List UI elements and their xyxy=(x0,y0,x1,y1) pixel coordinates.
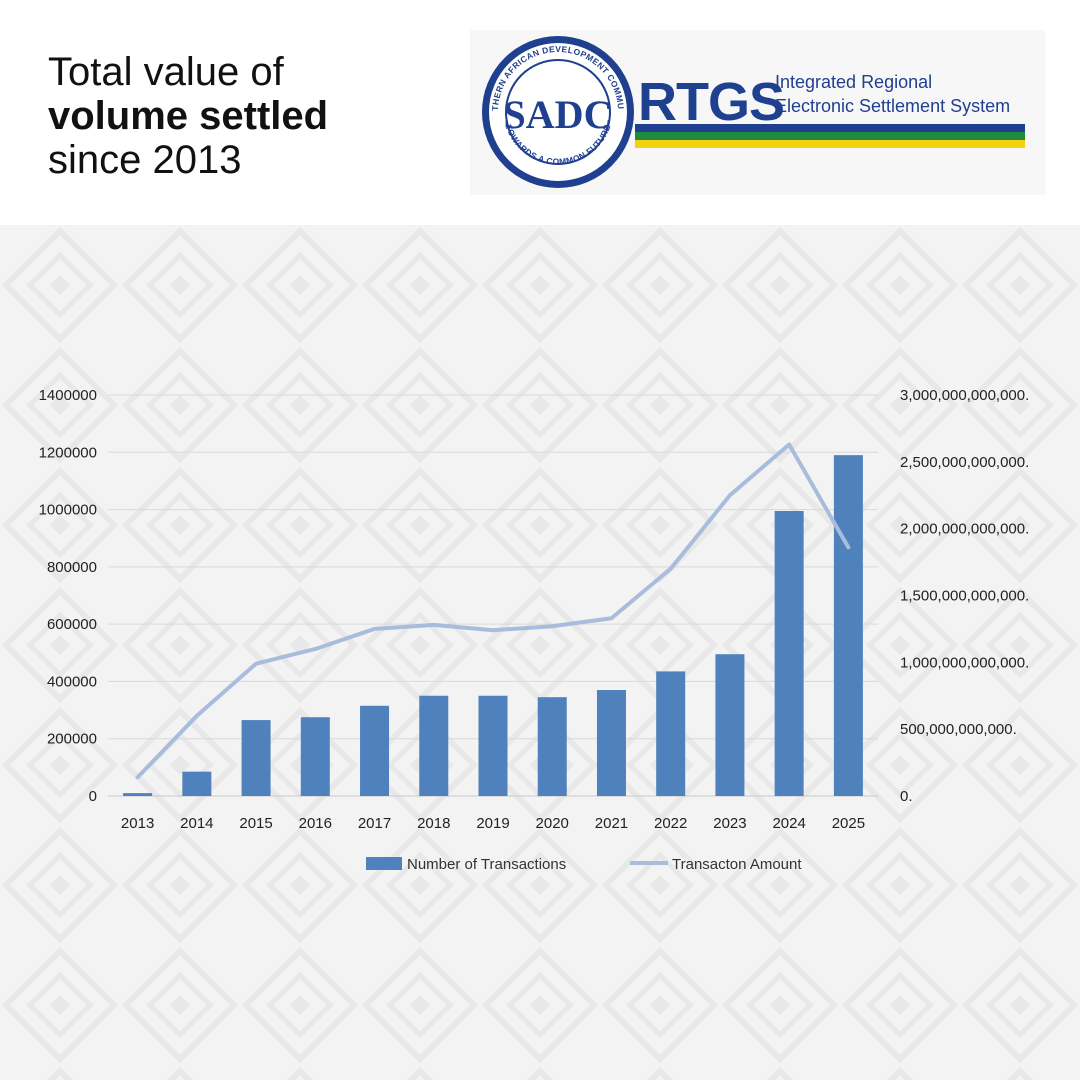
left-tick-label: 1400000 xyxy=(39,387,97,404)
x-tick-label: 2016 xyxy=(299,815,332,832)
gridlines xyxy=(108,394,878,797)
x-tick-label: 2014 xyxy=(180,815,213,832)
right-axis-ticks: 0. 500,000,000,000. 1,000,000,000,000. 1,50… xyxy=(900,387,1029,805)
bar xyxy=(774,511,804,796)
rtgs-text: RTGS xyxy=(638,72,784,132)
bar xyxy=(360,705,390,796)
amount-line xyxy=(135,442,851,780)
right-tick-label: 1,500,000,000,000. xyxy=(900,588,1029,605)
x-tick-label: 2025 xyxy=(832,815,865,832)
headline-line-3: since 2013 xyxy=(48,138,242,182)
left-tick-label: 400000 xyxy=(47,673,97,690)
legend: Number of Transactions Transacton Amount xyxy=(366,856,802,873)
x-tick-label: 2024 xyxy=(772,815,805,832)
bar xyxy=(419,695,449,796)
legend-swatch-bars xyxy=(366,857,402,870)
bar xyxy=(123,793,153,796)
bar xyxy=(300,717,330,796)
rtgs-wordmark: RTGS Integrated Regional Electronic Sett… xyxy=(635,72,1025,148)
right-tick-label: 3,000,000,000,000. xyxy=(900,387,1029,404)
x-tick-label: 2020 xyxy=(536,815,569,832)
left-tick-label: 1200000 xyxy=(39,444,97,461)
x-tick-label: 2013 xyxy=(121,815,154,832)
right-tick-label: 0. xyxy=(900,788,913,805)
x-tick-label: 2018 xyxy=(417,815,450,832)
tagline-line-1: Integrated Regional xyxy=(775,72,932,92)
sadc-rtgs-logo: SOUTHERN AFRICAN DEVELOPMENT COMMUNITY T… xyxy=(470,30,1045,195)
headline-line-1: Total value of xyxy=(48,50,284,94)
left-tick-label: 200000 xyxy=(47,731,97,748)
headline-line-2: volume settled xyxy=(48,94,329,138)
stripe-blue xyxy=(635,124,1025,132)
right-tick-label: 2,000,000,000,000. xyxy=(900,521,1029,538)
sadc-seal: SOUTHERN AFRICAN DEVELOPMENT COMMUNITY T… xyxy=(470,30,634,188)
legend-label-line: Transacton Amount xyxy=(672,856,802,873)
headline: Total value of volume settled since 2013 xyxy=(48,50,328,182)
x-tick-label: 2023 xyxy=(713,815,746,832)
legend-label-bars: Number of Transactions xyxy=(407,856,566,873)
right-tick-label: 500,000,000,000. xyxy=(900,721,1017,738)
left-tick-label: 1000000 xyxy=(39,502,97,519)
right-tick-label: 1,000,000,000,000. xyxy=(900,654,1029,671)
bar xyxy=(537,697,567,796)
line-transaction-amount xyxy=(135,442,851,780)
bar xyxy=(478,695,508,796)
x-tick-label: 2015 xyxy=(239,815,272,832)
x-tick-label: 2022 xyxy=(654,815,687,832)
x-tick-label: 2017 xyxy=(358,815,391,832)
bar xyxy=(182,771,212,796)
bars-number-of-transactions xyxy=(123,455,863,796)
stripe-green xyxy=(635,132,1025,140)
right-tick-label: 2,500,000,000,000. xyxy=(900,454,1029,471)
left-axis-ticks: 0 200000 400000 600000 800000 1000000 1200000 1… xyxy=(39,387,97,805)
bar xyxy=(715,654,745,796)
bar xyxy=(241,720,271,796)
x-tick-label: 2019 xyxy=(476,815,509,832)
bar xyxy=(656,671,686,796)
x-tick-label: 2021 xyxy=(595,815,628,832)
seal-emblem-text: SADC xyxy=(504,92,613,137)
bar xyxy=(596,690,626,796)
left-tick-label: 800000 xyxy=(47,559,97,576)
tagline-line-2: Electronic Settlement System xyxy=(775,96,1010,116)
left-tick-label: 600000 xyxy=(47,616,97,633)
left-tick-label: 0 xyxy=(89,788,97,805)
transactions-chart: 0 200000 400000 600000 800000 1000000 1200000 1… xyxy=(39,387,1030,873)
x-axis-ticks: 2013 2014 2015 2016 2017 2018 2019 2020 2021 2022… xyxy=(121,815,865,832)
stripe-yellow xyxy=(635,140,1025,148)
bar xyxy=(833,455,863,796)
background-pattern xyxy=(0,225,1080,1080)
header: Total value of volume settled since 2013… xyxy=(0,0,1080,225)
